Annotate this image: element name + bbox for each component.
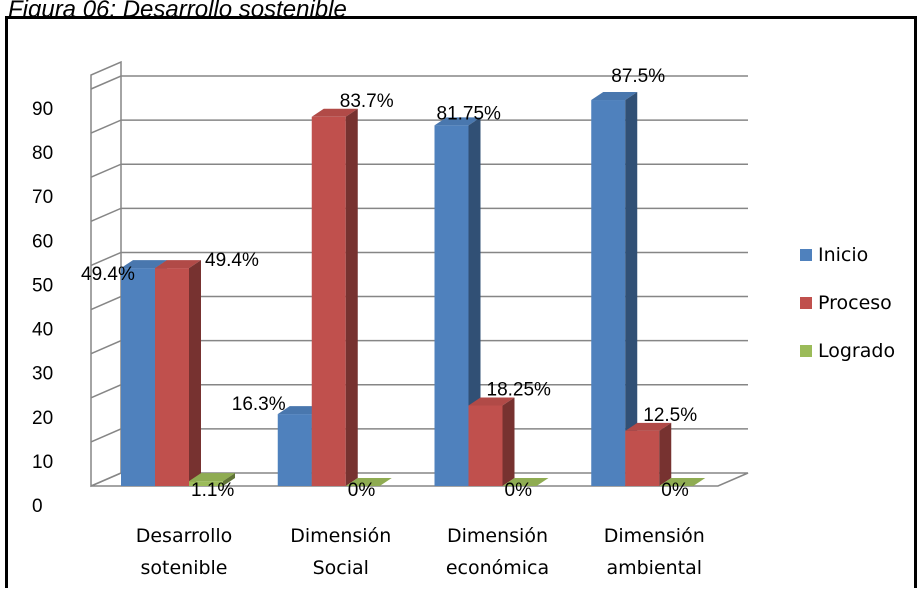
bar-front bbox=[311, 116, 346, 486]
bar-top bbox=[502, 478, 549, 486]
y-tick-label: 30 bbox=[32, 364, 53, 385]
y-tick-label: 0 bbox=[32, 496, 43, 517]
data-label: 87.5% bbox=[611, 66, 665, 87]
legend-label: Inicio bbox=[818, 244, 868, 266]
gridline bbox=[90, 119, 748, 134]
data-label: 0% bbox=[348, 480, 376, 501]
bar-front bbox=[591, 100, 626, 487]
bar bbox=[468, 397, 515, 486]
x-tick-label: sotenible bbox=[140, 557, 227, 579]
bar-side bbox=[223, 473, 235, 486]
legend-swatch bbox=[800, 249, 812, 261]
x-tick-label: económica bbox=[446, 557, 549, 579]
x-tick-label: Dimensión bbox=[447, 525, 548, 547]
legend-label: Proceso bbox=[818, 292, 892, 314]
x-tick-label: Dimensión bbox=[290, 525, 391, 547]
bar-side bbox=[468, 117, 481, 487]
bar bbox=[591, 92, 638, 487]
x-tick-label: Social bbox=[313, 557, 369, 579]
data-label: 49.4% bbox=[205, 250, 259, 271]
x-tick-label: ambiental bbox=[606, 557, 702, 579]
bars bbox=[121, 92, 706, 487]
bar-front bbox=[468, 405, 503, 486]
x-axis-labels: Desarrollo sotenible Dimensión Social Dimens… bbox=[136, 525, 705, 579]
legend-swatch bbox=[800, 297, 812, 309]
bar-front bbox=[189, 481, 223, 486]
data-label: 83.7% bbox=[340, 91, 394, 112]
bar bbox=[189, 473, 235, 486]
data-label: 12.5% bbox=[643, 405, 697, 426]
y-tick-label: 10 bbox=[32, 452, 53, 473]
bar-top bbox=[434, 117, 481, 126]
bar bbox=[625, 422, 672, 486]
bar-side bbox=[345, 108, 358, 486]
gridline bbox=[90, 251, 748, 267]
bar-side bbox=[625, 92, 638, 487]
bar-top bbox=[591, 92, 638, 101]
data-label: 0% bbox=[505, 480, 533, 501]
bar-front bbox=[121, 268, 155, 486]
bar-top bbox=[625, 422, 672, 431]
data-label: 18.25% bbox=[487, 379, 552, 400]
y-tick-label: 90 bbox=[32, 99, 53, 120]
x-tick-label: Dimensión bbox=[604, 525, 705, 547]
bar-top bbox=[121, 260, 167, 269]
y-tick-label: 40 bbox=[32, 320, 53, 341]
bar-top bbox=[189, 473, 235, 482]
legend-label: Logrado bbox=[818, 340, 895, 362]
data-label: 1.1% bbox=[191, 480, 234, 501]
bar bbox=[434, 117, 481, 487]
y-axis-ticks: 0 10 20 30 40 50 60 70 80 90 bbox=[32, 99, 53, 517]
y-tick-label: 20 bbox=[32, 408, 53, 429]
gridline bbox=[90, 75, 748, 90]
y-tick-label: 50 bbox=[32, 275, 53, 296]
bar bbox=[659, 478, 706, 486]
bar-top bbox=[311, 108, 358, 117]
x-tick-label: Desarrollo bbox=[136, 525, 233, 547]
bar-top bbox=[155, 260, 201, 269]
data-label: 16.3% bbox=[232, 394, 286, 415]
data-label: 0% bbox=[661, 480, 689, 501]
bar-top bbox=[468, 397, 515, 406]
y-tick-label: 70 bbox=[32, 187, 53, 208]
bar-front bbox=[155, 268, 189, 486]
gridline bbox=[90, 163, 748, 178]
data-label: 81.75% bbox=[437, 103, 502, 124]
bar bbox=[345, 478, 392, 486]
bar bbox=[502, 478, 549, 486]
bar-front bbox=[625, 430, 660, 486]
legend-swatch bbox=[800, 345, 812, 357]
chart-frame: 0 10 20 30 40 50 60 70 80 90 Desarrollo sotenible D… bbox=[5, 16, 917, 588]
bar-front bbox=[277, 414, 312, 486]
gridline bbox=[90, 207, 748, 223]
bar-top bbox=[345, 478, 392, 486]
bar bbox=[155, 260, 201, 486]
bar-side bbox=[189, 260, 201, 486]
bar-side bbox=[659, 422, 672, 486]
y-tick-label: 80 bbox=[32, 143, 53, 164]
y-tick-label: 60 bbox=[32, 231, 53, 252]
bar-side bbox=[502, 397, 515, 486]
data-label: 49.4% bbox=[81, 264, 135, 285]
bar-top bbox=[659, 478, 706, 486]
bar bbox=[311, 108, 358, 486]
bar-front bbox=[434, 125, 469, 487]
data-labels: 49.4% 49.4% 1.1% 16.3% 83.7% 0% 81.75% 18.25% 0%… bbox=[81, 66, 697, 501]
legend: Inicio Proceso Logrado bbox=[800, 244, 895, 362]
